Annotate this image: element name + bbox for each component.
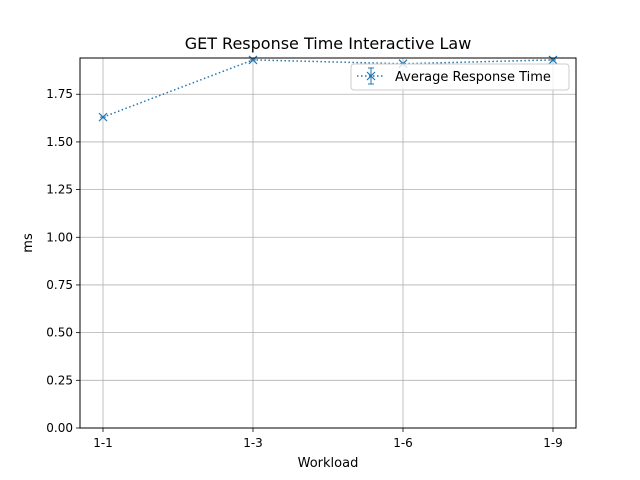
x-axis: 1-1 1-3 1-6 1-9 — [93, 428, 563, 450]
y-tick-label: 0.50 — [46, 326, 73, 340]
y-tick-label: 0.25 — [46, 373, 73, 387]
x-tick-label: 1-3 — [243, 436, 263, 450]
y-tick-label: 1.00 — [46, 230, 73, 244]
grid — [80, 58, 576, 429]
y-axis-title: ms — [21, 233, 36, 253]
data-point — [548, 55, 558, 65]
y-tick-label: 0.75 — [46, 278, 73, 292]
legend-label: Average Response Time — [395, 70, 551, 85]
series-layer — [98, 55, 558, 122]
data-point — [248, 55, 258, 65]
y-tick-label: 1.50 — [46, 135, 73, 149]
y-tick-label: 0.00 — [46, 421, 73, 435]
legend-marker — [357, 67, 385, 85]
series-line — [102, 59, 554, 118]
legend-box — [350, 63, 570, 91]
x-tick-label: 1-9 — [543, 436, 563, 450]
x-tick-label: 1-6 — [393, 436, 413, 450]
x-axis-title: Workload — [298, 456, 359, 471]
y-axis: 0.00 0.25 0.50 0.75 1.00 1.25 1.50 1.75 — [46, 87, 80, 435]
legend: Average Response Time — [350, 63, 570, 91]
plot-area-frame — [79, 57, 577, 429]
y-tick-label: 1.75 — [46, 87, 73, 101]
chart-title: GET Response Time Interactive Law — [185, 34, 472, 53]
data-point — [98, 112, 108, 122]
x-tick-label: 1-1 — [93, 436, 113, 450]
y-tick-label: 1.25 — [46, 183, 73, 197]
